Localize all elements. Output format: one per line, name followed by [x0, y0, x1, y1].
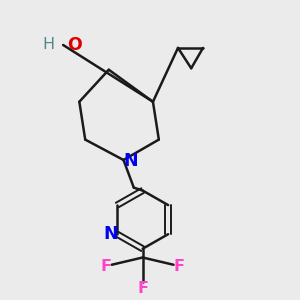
Text: N: N [124, 152, 138, 170]
Text: O: O [67, 36, 81, 54]
Text: F: F [174, 259, 185, 274]
Text: F: F [100, 259, 111, 274]
Text: N: N [103, 225, 118, 243]
Text: F: F [137, 281, 148, 296]
Text: H: H [42, 38, 55, 52]
